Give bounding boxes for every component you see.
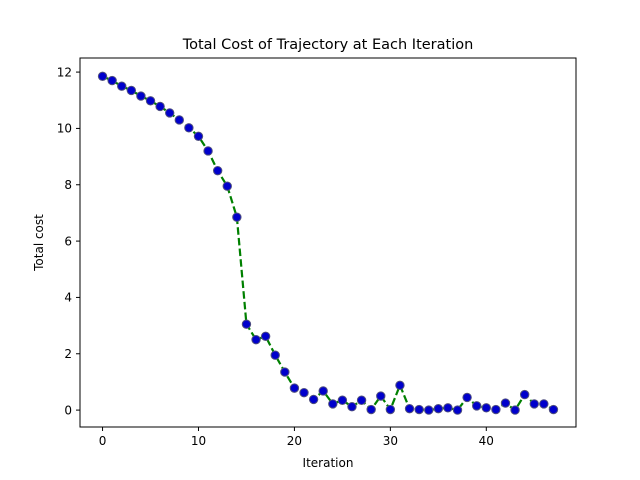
data-point-2 bbox=[117, 81, 127, 91]
data-point-23 bbox=[318, 386, 328, 396]
data-point-1 bbox=[107, 75, 117, 86]
data-point-30 bbox=[385, 404, 396, 415]
data-point-13 bbox=[222, 181, 232, 191]
data-point-45 bbox=[529, 399, 539, 409]
data-point-11 bbox=[203, 146, 213, 156]
data-point-3 bbox=[126, 85, 137, 96]
y-tick-label: 8 bbox=[64, 178, 72, 192]
y-tick-label: 2 bbox=[64, 347, 72, 361]
data-point-44 bbox=[519, 389, 530, 400]
data-point-21 bbox=[299, 387, 309, 398]
data-point-0 bbox=[97, 71, 108, 82]
data-point-17 bbox=[260, 331, 271, 341]
chart-title: Total Cost of Trajectory at Each Iterati… bbox=[182, 37, 474, 53]
data-point-31 bbox=[395, 380, 405, 391]
data-point-9 bbox=[184, 123, 194, 133]
x-axis-label: Iteration bbox=[303, 456, 354, 470]
data-point-4 bbox=[136, 91, 146, 101]
y-tick-label: 4 bbox=[64, 291, 72, 305]
data-point-19 bbox=[280, 367, 290, 377]
y-tick-label: 12 bbox=[57, 65, 72, 79]
y-tick-label: 0 bbox=[64, 403, 72, 417]
x-tick-label: 40 bbox=[479, 434, 494, 448]
data-point-5 bbox=[145, 96, 156, 106]
data-point-47 bbox=[548, 404, 559, 415]
data-point-39 bbox=[472, 401, 482, 411]
data-point-43 bbox=[510, 405, 520, 415]
data-point-26 bbox=[347, 402, 357, 412]
data-point-6 bbox=[155, 101, 165, 112]
x-tick-label: 10 bbox=[191, 434, 206, 448]
data-point-14 bbox=[232, 212, 242, 222]
data-point-12 bbox=[212, 165, 223, 176]
data-point-27 bbox=[356, 395, 367, 405]
x-tick-label: 0 bbox=[99, 434, 107, 448]
data-point-8 bbox=[174, 115, 185, 125]
data-point-40 bbox=[481, 403, 491, 413]
data-point-41 bbox=[491, 404, 501, 415]
data-point-18 bbox=[270, 350, 280, 360]
data-point-22 bbox=[308, 394, 319, 405]
data-point-42 bbox=[500, 398, 511, 408]
data-point-29 bbox=[376, 391, 386, 401]
data-point-34 bbox=[424, 405, 434, 415]
data-point-38 bbox=[462, 392, 472, 403]
data-point-37 bbox=[452, 405, 463, 415]
data-point-10 bbox=[193, 131, 204, 142]
plot-frame bbox=[79, 57, 577, 428]
y-tick-label: 6 bbox=[64, 234, 72, 248]
data-point-7 bbox=[165, 108, 175, 118]
y-tick-label: 10 bbox=[57, 122, 72, 136]
y-axis-label: Total cost bbox=[32, 214, 46, 272]
data-point-15 bbox=[241, 319, 252, 329]
data-point-46 bbox=[539, 399, 549, 409]
data-point-32 bbox=[404, 403, 415, 414]
data-point-28 bbox=[366, 404, 376, 415]
data-point-16 bbox=[251, 334, 261, 345]
x-tick-label: 30 bbox=[383, 434, 398, 448]
data-point-33 bbox=[414, 404, 424, 415]
data-point-20 bbox=[289, 383, 300, 393]
data-point-35 bbox=[433, 403, 444, 414]
data-point-36 bbox=[443, 403, 453, 413]
x-tick-label: 20 bbox=[287, 434, 302, 448]
data-point-25 bbox=[337, 395, 348, 405]
data-point-24 bbox=[328, 399, 338, 409]
